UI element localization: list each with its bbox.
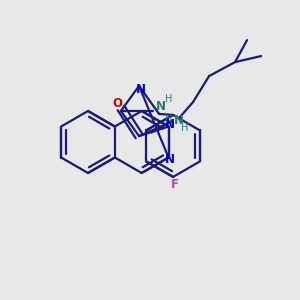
Text: H: H: [182, 123, 189, 133]
Text: N: N: [164, 118, 175, 131]
Text: F: F: [171, 178, 179, 191]
Text: H: H: [165, 114, 172, 124]
Text: N: N: [174, 114, 184, 127]
Text: O: O: [112, 97, 122, 110]
Text: H: H: [165, 94, 172, 104]
Text: N: N: [156, 100, 166, 113]
Text: N: N: [164, 153, 175, 166]
Text: N: N: [136, 83, 146, 96]
